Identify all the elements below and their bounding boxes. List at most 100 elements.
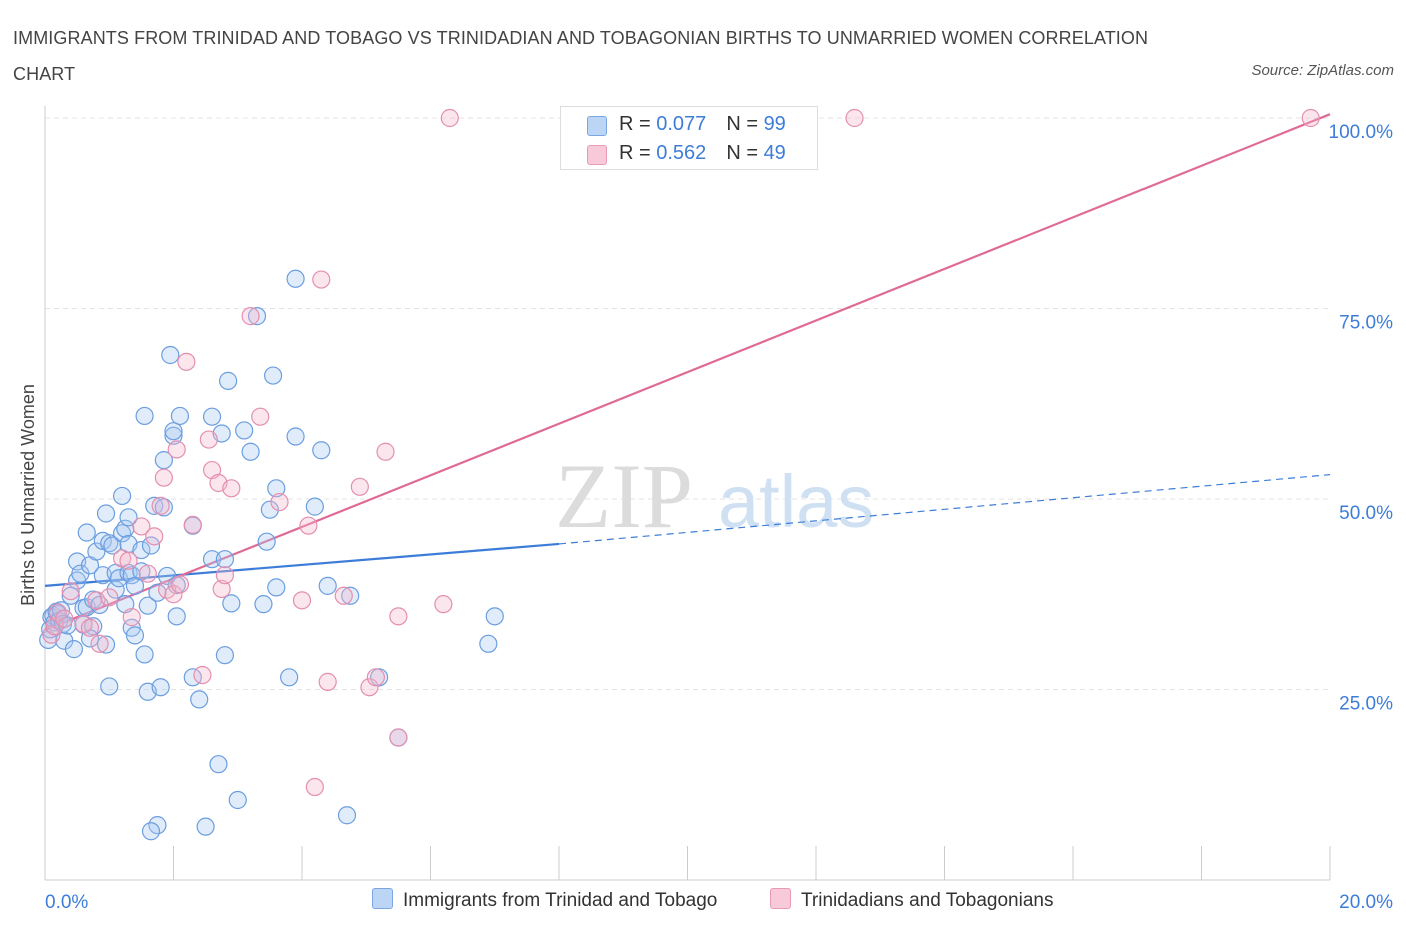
point-immigrants (337, 806, 357, 825)
point-trinidadians (55, 609, 74, 628)
point-immigrants (164, 422, 183, 441)
point-immigrants (235, 421, 254, 440)
point-immigrants (228, 790, 247, 810)
point-immigrants (190, 690, 209, 709)
bottom-legend-label-series2: Trinidadians and Tobagonians (801, 890, 1054, 911)
y-tick-label: 25.0% (1339, 694, 1393, 715)
point-trinidadians (215, 566, 234, 585)
point-trinidadians (199, 430, 218, 449)
point-immigrants (479, 634, 498, 653)
point-trinidadians (154, 468, 173, 487)
y-tick-label: 100.0% (1329, 122, 1394, 143)
point-immigrants (100, 677, 119, 696)
point-trinidadians (138, 564, 157, 583)
point-trinidadians (222, 479, 241, 498)
point-trinidadians (167, 440, 186, 459)
point-immigrants (286, 269, 305, 288)
point-immigrants (116, 519, 135, 538)
point-immigrants (167, 607, 186, 626)
point-immigrants (241, 442, 260, 461)
legend-r-value: 0.562 (656, 142, 707, 164)
point-immigrants (257, 532, 276, 551)
x-tick-label: 20.0% (1339, 892, 1393, 913)
legend-text-series2: R = 0.562 N = 49 (619, 142, 786, 165)
point-immigrants (122, 566, 141, 585)
point-immigrants (196, 817, 215, 836)
point-trinidadians (170, 575, 190, 594)
point-immigrants (125, 626, 145, 645)
point-immigrants (215, 550, 234, 569)
point-immigrants (132, 540, 151, 560)
point-trinidadians (350, 477, 369, 496)
point-immigrants (157, 566, 177, 586)
point-trinidadians (183, 515, 202, 535)
point-immigrants (135, 406, 154, 426)
point-immigrants (267, 578, 286, 597)
legend-n-value: 49 (763, 142, 786, 164)
chart-title: IMMIGRANTS FROM TRINIDAD AND TOBAGO VS T… (13, 28, 1149, 84)
point-immigrants (312, 441, 331, 460)
point-trinidadians (164, 585, 183, 604)
point-immigrants (170, 406, 190, 426)
point-trinidadians (299, 516, 318, 535)
point-trinidadians (318, 672, 337, 691)
point-immigrants (112, 486, 132, 506)
point-immigrants (141, 822, 161, 841)
point-immigrants (202, 407, 222, 426)
bottom-legend-label-series1: Immigrants from Trinidad and Tobago (403, 890, 718, 911)
point-immigrants (318, 576, 337, 595)
trend-line-immigrants-extension (558, 474, 1331, 545)
x-tick-label: 0.0% (45, 892, 88, 913)
point-immigrants (222, 594, 241, 613)
y-axis-label: Births to Unmarried Women (18, 384, 38, 606)
point-trinidadians (334, 586, 353, 605)
legend-n-label: N = (726, 113, 764, 135)
legend-swatch-series2 (587, 145, 607, 165)
point-immigrants (219, 371, 238, 390)
bottom-legend-swatch-series2 (770, 888, 791, 909)
legend-n-value: 99 (763, 113, 786, 135)
point-trinidadians (61, 582, 80, 601)
legend-r-label: R = (619, 113, 657, 135)
point-trinidadians (151, 496, 170, 515)
point-trinidadians (312, 270, 331, 289)
point-immigrants (280, 668, 299, 687)
point-trinidadians (366, 668, 385, 687)
point-immigrants (485, 607, 504, 626)
point-trinidadians (177, 352, 196, 371)
point-immigrants (286, 427, 305, 446)
point-immigrants (119, 508, 138, 527)
trend-line-trinidadians (44, 113, 1331, 632)
point-immigrants (61, 586, 80, 605)
point-trinidadians (292, 591, 312, 610)
point-trinidadians (132, 517, 151, 536)
point-immigrants (138, 596, 157, 615)
trend-lines (44, 113, 1331, 632)
point-immigrants (145, 496, 164, 515)
point-immigrants (77, 523, 96, 542)
point-immigrants (96, 504, 116, 523)
point-immigrants (341, 586, 360, 605)
point-trinidadians (389, 728, 408, 747)
watermark-atlas: atlas (718, 460, 874, 543)
legend-r-value: 0.077 (656, 113, 707, 135)
point-immigrants (260, 500, 279, 519)
legend-text-series1: R = 0.077 N = 99 (619, 113, 786, 136)
point-immigrants (215, 646, 234, 665)
point-immigrants (202, 550, 222, 569)
point-trinidadians (440, 108, 459, 128)
bottom-legend-series2: Trinidadians and Tobagonians (770, 888, 1053, 912)
point-immigrants (267, 479, 286, 498)
point-immigrants (161, 345, 180, 365)
bottom-legend-series1: Immigrants from Trinidad and Tobago (372, 888, 717, 912)
point-trinidadians (145, 527, 164, 546)
point-immigrants (87, 542, 106, 561)
point-trinidadians (90, 634, 109, 653)
point-trinidadians (845, 108, 864, 128)
legend-n-label: N = (726, 142, 764, 164)
watermark-zip: ZIP (555, 445, 693, 547)
point-trinidadians (1301, 108, 1320, 128)
point-trinidadians (389, 607, 408, 626)
bottom-legend-swatch-series1 (372, 888, 393, 909)
